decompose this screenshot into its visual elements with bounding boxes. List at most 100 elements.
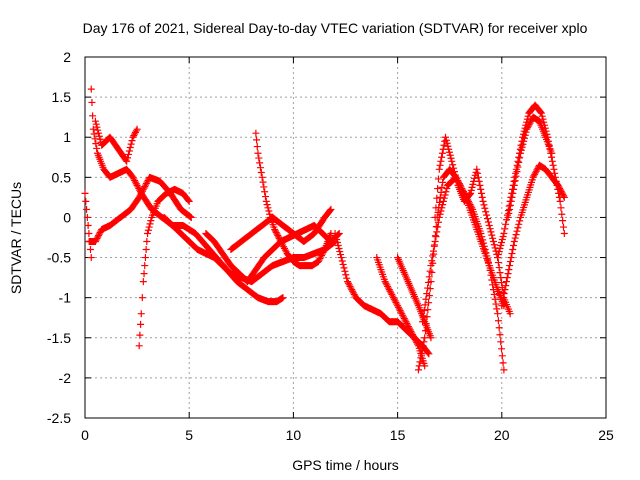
- data-point: [334, 242, 342, 250]
- data-point: [473, 165, 481, 173]
- data-point: [494, 251, 502, 259]
- data-point: [414, 340, 422, 348]
- data-point: [513, 227, 521, 235]
- data-point: [552, 177, 560, 185]
- data-point: [385, 286, 393, 294]
- data-point: [136, 192, 144, 200]
- data-point: [273, 230, 281, 238]
- data-point: [481, 204, 489, 212]
- y-tick-label: -2: [59, 370, 72, 386]
- data-point: [339, 260, 347, 268]
- data-point: [506, 262, 514, 270]
- data-point: [529, 173, 537, 181]
- data-point: [138, 187, 146, 195]
- data-point: [443, 185, 451, 193]
- data-point: [131, 177, 139, 185]
- data-point: [137, 190, 145, 198]
- data-point: [142, 180, 150, 188]
- data-point: [431, 213, 439, 221]
- data-point: [506, 201, 514, 209]
- data-point: [550, 165, 558, 173]
- data-point: [502, 282, 510, 290]
- data-point: [421, 334, 429, 342]
- data-point: [489, 238, 497, 246]
- data-point: [439, 178, 447, 186]
- data-point: [551, 173, 559, 181]
- data-point: [502, 278, 510, 286]
- data-point: [506, 258, 514, 266]
- data-point: [139, 278, 147, 286]
- data-point: [136, 331, 144, 339]
- data-point: [256, 164, 264, 172]
- series-track-17: [504, 113, 556, 221]
- data-point: [90, 130, 98, 138]
- data-point: [429, 247, 437, 255]
- data-point: [509, 189, 517, 197]
- data-point: [262, 197, 270, 205]
- data-point: [399, 311, 407, 319]
- data-point: [410, 334, 418, 342]
- data-point: [318, 250, 326, 258]
- data-point: [438, 183, 446, 191]
- data-point: [131, 178, 139, 186]
- data-point: [441, 191, 449, 199]
- series-track-12: [414, 165, 508, 374]
- data-point: [498, 239, 506, 247]
- data-point: [498, 302, 506, 310]
- data-point: [524, 124, 532, 132]
- data-point: [91, 117, 99, 125]
- data-point: [491, 295, 499, 303]
- data-point: [508, 193, 516, 201]
- data-point: [326, 206, 334, 214]
- data-point: [559, 190, 567, 198]
- data-point: [260, 183, 268, 191]
- data-point: [337, 254, 345, 262]
- data-point: [347, 284, 355, 292]
- data-point: [398, 310, 406, 318]
- data-point: [469, 180, 477, 188]
- data-point: [327, 205, 335, 213]
- data-point: [146, 220, 154, 228]
- data-point: [143, 178, 151, 186]
- data-point: [439, 201, 447, 209]
- data-point: [499, 298, 507, 306]
- data-point: [503, 274, 511, 282]
- data-point: [144, 229, 152, 237]
- data-point: [384, 284, 392, 292]
- data-point: [399, 313, 407, 321]
- data-point: [319, 249, 327, 257]
- data-point: [349, 289, 357, 297]
- data-point: [391, 297, 399, 305]
- data-point: [392, 298, 400, 306]
- x-tick-label: 5: [185, 427, 193, 443]
- data-point: [539, 115, 547, 123]
- data-point: [259, 178, 267, 186]
- data-point: [490, 290, 498, 298]
- data-point: [475, 177, 483, 185]
- data-point: [89, 112, 97, 120]
- data-point: [495, 324, 503, 332]
- data-point: [274, 231, 282, 239]
- data-point: [487, 228, 495, 236]
- data-point: [86, 246, 94, 254]
- data-point: [558, 210, 566, 218]
- data-point: [257, 169, 265, 177]
- data-point: [390, 295, 398, 303]
- data-point: [442, 136, 450, 144]
- data-point: [452, 174, 460, 182]
- data-point: [526, 119, 534, 127]
- data-point: [94, 233, 102, 241]
- data-point: [476, 181, 484, 189]
- data-point: [422, 295, 430, 303]
- data-point: [427, 334, 435, 342]
- data-point: [335, 245, 343, 253]
- data-point: [145, 223, 153, 231]
- data-point: [511, 234, 519, 242]
- data-point: [437, 207, 445, 215]
- data-point: [316, 255, 324, 263]
- data-point: [506, 205, 514, 213]
- data-point: [522, 128, 530, 136]
- data-point: [525, 121, 533, 129]
- data-point: [560, 229, 568, 237]
- data-point: [408, 329, 416, 337]
